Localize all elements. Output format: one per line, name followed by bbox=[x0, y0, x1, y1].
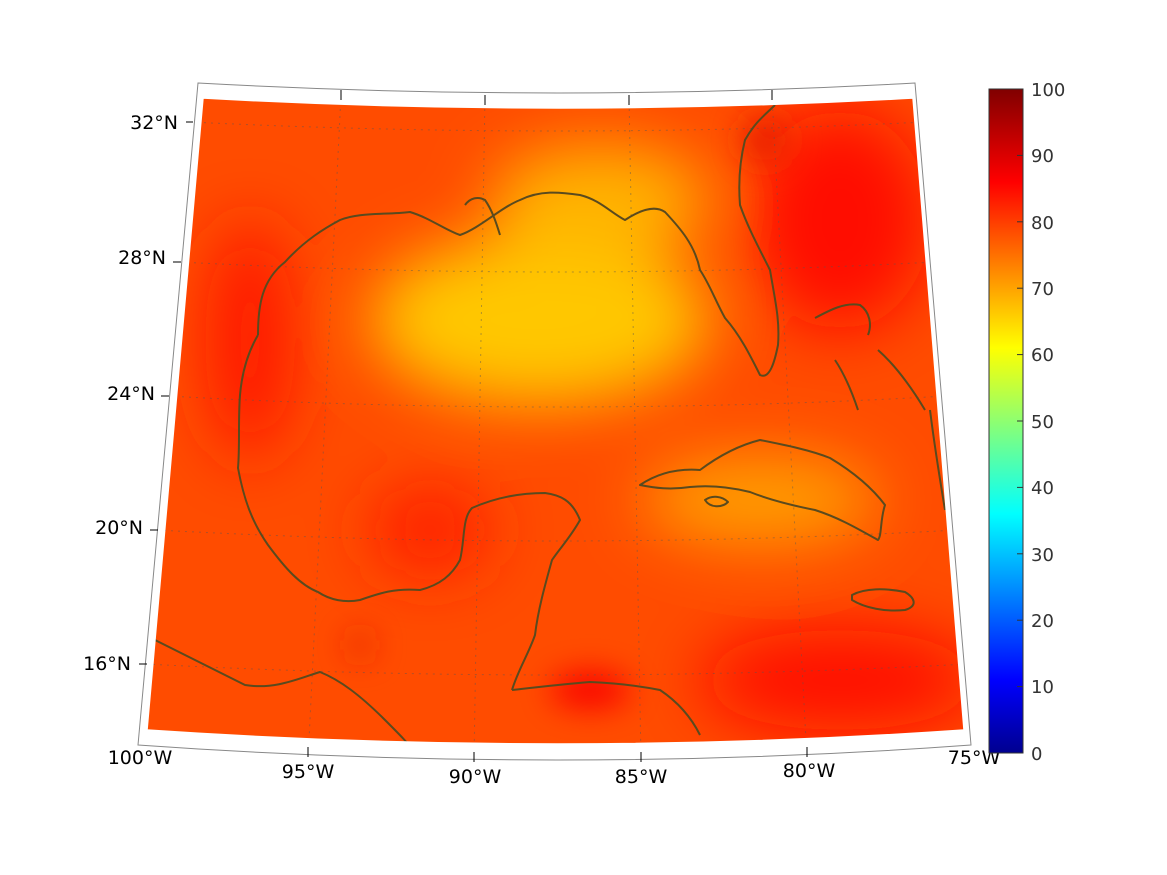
coastline-pacific bbox=[154, 639, 413, 744]
colorbar-label-0: 0 bbox=[1031, 744, 1042, 765]
frame-outer bbox=[137, 82, 972, 761]
field-region-northeast-atlantic bbox=[750, 110, 930, 330]
colorbar-label-80: 80 bbox=[1031, 213, 1054, 234]
gridline-lat-24 bbox=[167, 395, 948, 408]
field-region-cuba-interior bbox=[640, 455, 880, 545]
gridline-lon-90 bbox=[473, 98, 486, 744]
lat-label-28: 28°N bbox=[118, 247, 166, 269]
coastlines bbox=[154, 104, 946, 744]
coastline-hispaniola bbox=[929, 409, 946, 511]
field-region-honduras-coast bbox=[550, 672, 630, 708]
colorbar-label-40: 40 bbox=[1031, 478, 1054, 499]
coastline-mississippi-delta bbox=[464, 196, 501, 236]
gridline-lon-80 bbox=[771, 98, 808, 744]
latitude-labels: 32°N 28°N 24°N 20°N 16°N bbox=[83, 112, 178, 675]
coastline-bahamas bbox=[814, 303, 926, 411]
graticule bbox=[147, 98, 964, 744]
field-region-yucatan-west bbox=[370, 485, 490, 575]
colorbar-label-90: 90 bbox=[1031, 146, 1054, 167]
coastline-central-america bbox=[511, 681, 701, 736]
lon-label-75: 75°W bbox=[948, 747, 1001, 769]
gridline-lon-95 bbox=[307, 98, 342, 744]
field-region-central-gulf bbox=[370, 235, 710, 405]
colorbar-label-60: 60 bbox=[1031, 345, 1054, 366]
gridline-lat-28 bbox=[179, 261, 936, 273]
colorbar-label-30: 30 bbox=[1031, 545, 1054, 566]
frame-ticks bbox=[139, 90, 808, 762]
colorbar-ticks bbox=[1017, 88, 1023, 754]
coastline-jamaica bbox=[851, 588, 915, 612]
map-frame bbox=[137, 82, 972, 762]
colorbar: 100 90 80 70 60 50 40 30 20 10 0 bbox=[988, 80, 1065, 765]
colorbar-label-20: 20 bbox=[1031, 611, 1054, 632]
field-hotspot bbox=[743, 118, 787, 162]
lon-label-95: 95°W bbox=[282, 761, 335, 783]
gridline-lon-85 bbox=[628, 98, 642, 744]
lon-label-90: 90°W bbox=[449, 766, 502, 788]
gridline-lat-20 bbox=[156, 529, 958, 542]
coastline-cuba bbox=[639, 439, 886, 541]
colorbar-label-100: 100 bbox=[1031, 80, 1065, 101]
lon-label-100: 100°W bbox=[108, 747, 173, 769]
colorbar-label-10: 10 bbox=[1031, 677, 1054, 698]
colorbar-label-70: 70 bbox=[1031, 279, 1054, 300]
lat-label-16: 16°N bbox=[83, 653, 131, 675]
field-region-east-mexico-coast bbox=[205, 220, 295, 460]
colorbar-labels: 100 90 80 70 60 50 40 30 20 10 0 bbox=[1031, 80, 1065, 765]
lat-label-24: 24°N bbox=[107, 383, 155, 405]
lon-label-85: 85°W bbox=[615, 766, 668, 788]
data-field bbox=[147, 98, 964, 744]
lat-label-32: 32°N bbox=[130, 112, 178, 134]
field-hotspot bbox=[348, 633, 372, 657]
colorbar-label-50: 50 bbox=[1031, 412, 1054, 433]
longitude-labels: 100°W 95°W 90°W 85°W 80°W 75°W bbox=[108, 747, 1001, 788]
coastline-us-gulf bbox=[257, 104, 780, 377]
lat-label-20: 20°N bbox=[95, 517, 143, 539]
coastline-isle-of-youth bbox=[704, 495, 729, 508]
field-region-caribbean-south bbox=[700, 630, 964, 730]
gridline-lat-32 bbox=[189, 121, 926, 132]
frame-inner bbox=[146, 97, 965, 745]
lon-label-80: 80°W bbox=[783, 760, 836, 782]
coastline-mexico-gulf bbox=[237, 334, 581, 691]
field-region-northeast-gulf bbox=[490, 145, 710, 255]
